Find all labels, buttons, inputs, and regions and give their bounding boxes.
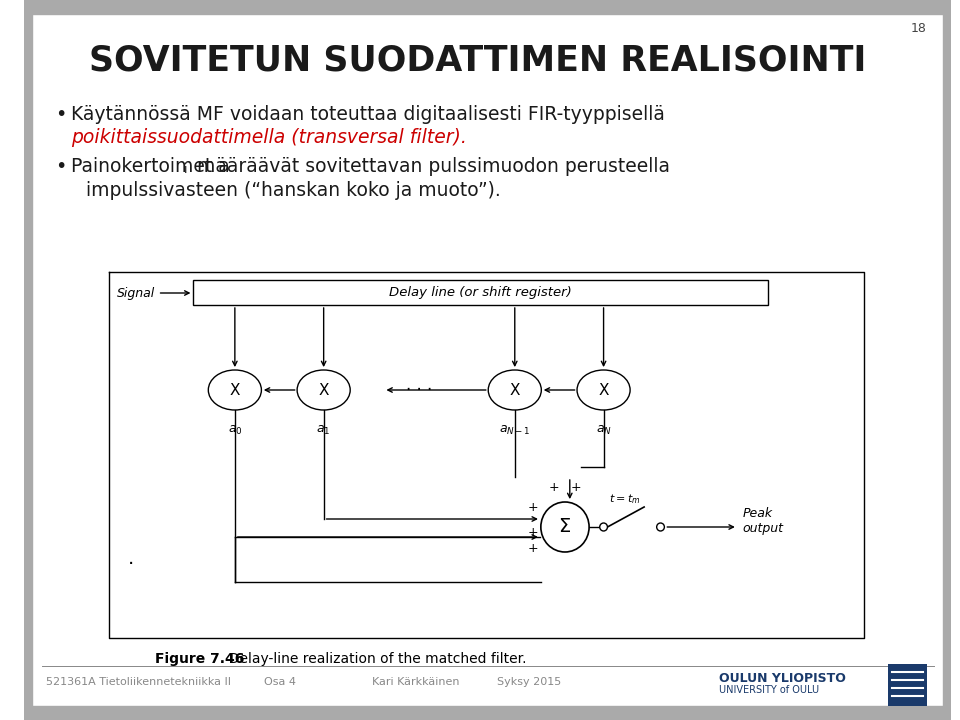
Text: Signal: Signal — [117, 287, 156, 300]
Text: Delay line (or shift register): Delay line (or shift register) — [389, 286, 572, 299]
Text: X: X — [319, 382, 329, 397]
Text: Käytännössä MF voidaan toteuttaa digitaalisesti FIR-tyyppisellä: Käytännössä MF voidaan toteuttaa digitaa… — [71, 105, 664, 124]
Text: UNIVERSITY of OULU: UNIVERSITY of OULU — [719, 685, 820, 695]
Text: Figure 7.46: Figure 7.46 — [155, 652, 244, 666]
Bar — [24, 706, 951, 720]
Text: Delay-line realization of the matched filter.: Delay-line realization of the matched fi… — [221, 652, 527, 666]
Text: +: + — [528, 500, 539, 513]
Text: $a_1$: $a_1$ — [317, 424, 331, 437]
Bar — [944, 0, 951, 720]
Text: $a_0$: $a_0$ — [228, 424, 242, 437]
Ellipse shape — [489, 370, 541, 410]
Bar — [888, 664, 927, 706]
Circle shape — [540, 502, 589, 552]
Ellipse shape — [208, 370, 261, 410]
Text: poikittaissuodattimella (transversal filter).: poikittaissuodattimella (transversal fil… — [71, 128, 467, 147]
Text: OULUN YLIOPISTO: OULUN YLIOPISTO — [719, 672, 847, 685]
Text: X: X — [510, 382, 520, 397]
Text: määräävät sovitettavan pulssimuodon perusteella: määräävät sovitettavan pulssimuodon peru… — [191, 157, 670, 176]
Text: $a_N$: $a_N$ — [595, 424, 612, 437]
Text: +: + — [549, 480, 560, 493]
Text: SOVITETUN SUODATTIMEN REALISOINTI: SOVITETUN SUODATTIMEN REALISOINTI — [89, 43, 867, 77]
Text: +: + — [528, 542, 539, 556]
Text: •: • — [56, 105, 66, 124]
Text: i: i — [184, 163, 188, 176]
Ellipse shape — [297, 370, 350, 410]
Text: $t = t_m$: $t = t_m$ — [609, 492, 640, 506]
Text: impulssivasteen (“hanskan koko ja muoto”).: impulssivasteen (“hanskan koko ja muoto”… — [86, 181, 501, 200]
Bar — [24, 0, 951, 14]
Text: Painokertoimet a: Painokertoimet a — [71, 157, 229, 176]
Text: 18: 18 — [911, 22, 927, 35]
Text: $a_{N-1}$: $a_{N-1}$ — [499, 424, 531, 437]
Text: 521361A Tietoliikennetekniikka II: 521361A Tietoliikennetekniikka II — [46, 677, 230, 687]
Text: X: X — [229, 382, 240, 397]
Text: •: • — [56, 157, 66, 176]
Text: Peak
output: Peak output — [743, 507, 783, 535]
Text: Osa 4: Osa 4 — [264, 677, 296, 687]
Circle shape — [657, 523, 664, 531]
Text: +: + — [528, 526, 539, 539]
Ellipse shape — [577, 370, 630, 410]
Circle shape — [600, 523, 608, 531]
Bar — [193, 280, 768, 305]
Bar — [24, 0, 32, 720]
Text: ·: · — [128, 556, 133, 575]
Text: · · ·: · · · — [406, 381, 432, 399]
Text: +: + — [570, 480, 581, 493]
Text: X: X — [598, 382, 609, 397]
Text: Syksy 2015: Syksy 2015 — [497, 677, 562, 687]
Text: Kari Kärkkäinen: Kari Kärkkäinen — [372, 677, 460, 687]
Text: $\Sigma$: $\Sigma$ — [559, 518, 571, 536]
